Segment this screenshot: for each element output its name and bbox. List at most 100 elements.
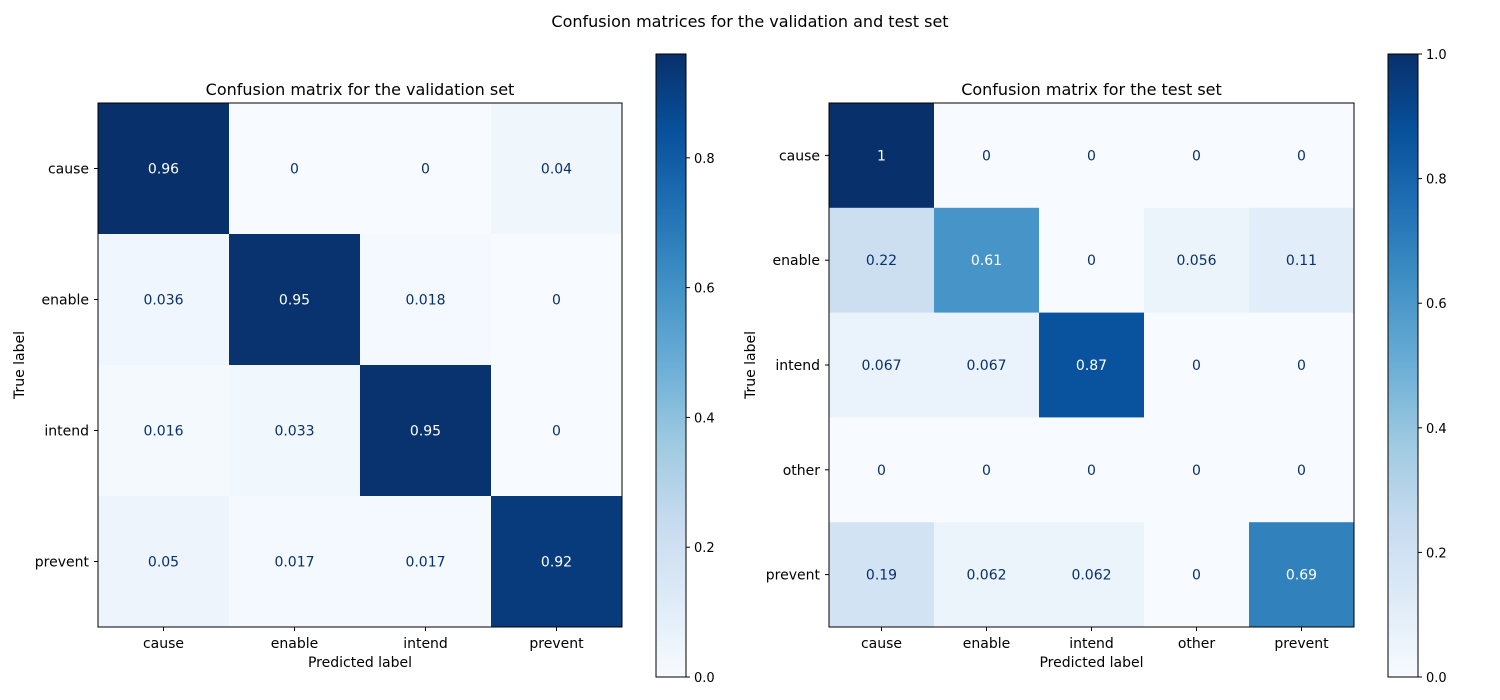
cell-value-label: 0 — [290, 162, 299, 178]
heatmap-cell — [1249, 103, 1355, 209]
heatmap-cell — [229, 365, 361, 497]
heatmap-cell — [360, 234, 492, 366]
colorbar-tick-label: 0.8 — [694, 152, 715, 167]
cell-value-label: 0 — [1297, 358, 1306, 374]
heatmap-cell — [1249, 522, 1355, 628]
cell-value-label: 0 — [1087, 253, 1096, 269]
x-tick-label: enable — [271, 636, 318, 652]
x-tick-label: intend — [1069, 636, 1114, 652]
heatmap-cell — [934, 207, 1040, 314]
y-tick-label: prevent — [766, 568, 821, 584]
heatmap-cell — [1249, 417, 1355, 523]
colorbar-gradient — [656, 54, 686, 677]
colorbar: 0.0 0.2 0.4 0.6 0.8 — [655, 53, 715, 686]
heatmap-cell — [98, 365, 230, 497]
colorbar-tick-label: 0.0 — [694, 671, 715, 686]
heatmap-cell — [1144, 417, 1250, 523]
cell-value-label: 0.018 — [405, 293, 445, 309]
cell-value-label: 0.96 — [148, 162, 179, 178]
colorbar-gradient — [1388, 54, 1418, 677]
colorbar-tick-label: 0.0 — [1426, 671, 1447, 686]
cell-value-label: 0.062 — [1071, 568, 1111, 584]
x-tick-label: cause — [861, 636, 902, 652]
cell-value-label: 0 — [1192, 358, 1201, 374]
cell-value-label: 0.036 — [143, 293, 183, 309]
x-axis-label: Predicted label — [1039, 655, 1143, 671]
y-tick-label: other — [783, 463, 821, 479]
heatmap-cell — [360, 103, 492, 235]
colorbar-frame — [655, 53, 687, 678]
colorbar-tick-label: 0.2 — [694, 541, 715, 556]
cell-value-label: 0 — [552, 293, 561, 309]
y-tick-label: cause — [779, 148, 820, 164]
cell-value-label: 0.95 — [410, 424, 441, 440]
heatmap-cell — [829, 417, 935, 523]
heatmap-cell — [491, 365, 623, 497]
heatmap-cell — [1249, 207, 1355, 314]
colorbar-tick-label: 0.6 — [694, 282, 715, 297]
heatmap-cell — [229, 234, 361, 366]
heatmap-cell — [491, 234, 623, 366]
colorbar-tick-label: 1.0 — [1426, 48, 1447, 63]
cell-value-label: 0 — [982, 463, 991, 479]
cell-value-label: 0 — [1192, 148, 1201, 164]
y-tick-label: enable — [773, 253, 820, 269]
y-tick-label: cause — [48, 162, 89, 178]
cell-value-label: 0.05 — [148, 555, 179, 571]
cell-value-label: 0.11 — [1286, 253, 1317, 269]
cell-value-label: 0.016 — [143, 424, 183, 440]
colorbar-tick-label: 0.2 — [1426, 546, 1447, 561]
colorbar-tick-label: 0.4 — [694, 411, 715, 426]
y-tick-label: enable — [42, 293, 89, 309]
colorbar-tick-label: 0.6 — [1426, 297, 1447, 312]
cell-value-label: 0.95 — [279, 293, 310, 309]
heatmap-cell — [1039, 207, 1145, 314]
heatmap-cell — [1144, 103, 1250, 209]
axes-frame — [97, 102, 623, 628]
heatmap-cell — [98, 496, 230, 628]
colorbar-tick-label: 0.8 — [1426, 173, 1447, 188]
heatmap-cell — [934, 522, 1040, 628]
heatmap-cell — [1039, 312, 1145, 418]
x-tick-label: prevent — [1274, 636, 1329, 652]
heatmap-cell — [491, 496, 623, 628]
heatmap-cell — [229, 103, 361, 235]
heatmap-cell — [98, 103, 230, 235]
heatmap-cell — [491, 103, 623, 235]
heatmap-cell — [1039, 103, 1145, 209]
cell-value-label: 0.067 — [861, 358, 901, 374]
cell-value-label: 0 — [421, 162, 430, 178]
y-axis-label: True label — [743, 331, 759, 400]
cell-value-label: 0.017 — [274, 555, 314, 571]
cell-value-label: 0.19 — [866, 568, 897, 584]
confusion-matrix-test: 1 0 0 0 0 0.22 0.61 0 0.056 0.11 0.067 0.067 0.87 0 0 0… — [743, 48, 1447, 686]
x-tick-label: enable — [963, 636, 1010, 652]
heatmap-cell — [360, 365, 492, 497]
chart-title: Confusion matrix for the test set — [961, 80, 1222, 99]
heatmap-cell — [1144, 207, 1250, 314]
x-tick-label: prevent — [529, 636, 584, 652]
heatmap-cell — [829, 207, 935, 314]
x-tick-label: other — [1178, 636, 1216, 652]
cell-value-label: 0.067 — [966, 358, 1006, 374]
heatmap-cell — [934, 103, 1040, 209]
cell-value-label: 0.062 — [966, 568, 1006, 584]
heatmap-cell — [229, 496, 361, 628]
heatmap-cell — [360, 496, 492, 628]
cell-value-label: 0.92 — [541, 555, 572, 571]
cell-value-label: 0 — [1297, 148, 1306, 164]
cell-value-label: 0.61 — [971, 253, 1002, 269]
cell-value-label: 0 — [552, 424, 561, 440]
charts-container: 0.96 0 0 0.04 0.036 0.95 0.018 0 0.016 0.033 0.95 0… — [12, 48, 1447, 686]
heatmap-cell — [1039, 522, 1145, 628]
cell-value-label: 0 — [1192, 463, 1201, 479]
cell-value-label: 0 — [982, 148, 991, 164]
heatmap-cell — [829, 312, 935, 418]
cell-value-label: 0 — [1192, 568, 1201, 584]
heatmap-cell — [829, 522, 935, 628]
cell-value-label: 0 — [1087, 148, 1096, 164]
cell-value-label: 0.017 — [405, 555, 445, 571]
x-tick-label: cause — [143, 636, 184, 652]
heatmap-cell — [1039, 417, 1145, 523]
